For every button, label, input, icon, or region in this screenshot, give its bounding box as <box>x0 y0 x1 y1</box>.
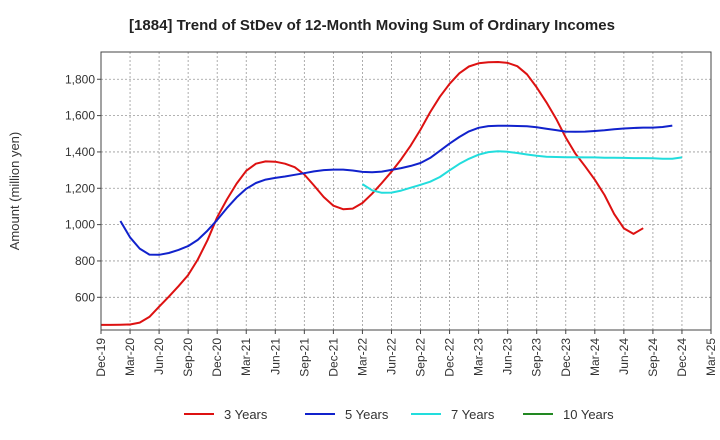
x-tick-label: Dec-20 <box>210 338 224 377</box>
x-tick-label: Dec-24 <box>675 338 689 377</box>
y-axis: 600 800 1,000 1,200 1,400 1,600 1,800 <box>65 72 101 304</box>
series-lines <box>101 61 683 326</box>
x-tick-label: Jun-21 <box>268 338 282 375</box>
y-tick-label: 600 <box>75 290 95 304</box>
x-tick-label: Jun-22 <box>384 338 398 375</box>
x-tick-label: Dec-22 <box>443 338 457 377</box>
x-tick-label: Dec-23 <box>559 338 573 377</box>
series-line-5-years <box>119 124 673 256</box>
legend: 3 Years 5 Years 7 Years 10 Years <box>184 407 614 422</box>
x-tick-label: Mar-21 <box>239 338 253 376</box>
x-tick-label: Mar-23 <box>472 338 486 376</box>
x-tick-label: Jun-23 <box>501 338 515 375</box>
x-tick-label: Dec-21 <box>326 338 340 377</box>
legend-label: 7 Years <box>451 407 495 422</box>
x-tick-label: Jun-20 <box>152 338 166 375</box>
x-tick-label: Mar-22 <box>355 338 369 376</box>
x-tick-label: Sep-24 <box>646 338 660 377</box>
legend-label: 10 Years <box>563 407 614 422</box>
x-axis: Dec-19 Mar-20 Jun-20 Sep-20 Dec-20 Mar-21 Jun-… <box>94 330 718 377</box>
legend-label: 5 Years <box>345 407 389 422</box>
series-line-7-years <box>361 150 683 194</box>
y-tick-label: 1,400 <box>65 145 95 159</box>
y-tick-label: 1,200 <box>65 181 95 195</box>
plot-area <box>101 52 711 330</box>
y-tick-label: 800 <box>75 254 95 268</box>
x-tick-label: Sep-22 <box>414 338 428 377</box>
y-tick-label: 1,000 <box>65 218 95 232</box>
x-tick-label: Sep-21 <box>297 338 311 377</box>
chart-title: [1884] Trend of StDev of 12-Month Moving… <box>129 17 615 34</box>
x-tick-label: Sep-23 <box>530 338 544 377</box>
legend-label: 3 Years <box>224 407 268 422</box>
series-line-3-years <box>101 61 644 326</box>
x-tick-label: Sep-20 <box>181 338 195 377</box>
x-tick-label: Mar-24 <box>588 338 602 376</box>
x-tick-label: Jun-24 <box>617 338 631 375</box>
plot-frame <box>100 51 712 331</box>
y-axis-label: Amount (million yen) <box>7 132 22 251</box>
x-tick-label: Mar-25 <box>704 338 718 376</box>
x-tick-label: Dec-19 <box>94 338 108 377</box>
y-tick-label: 1,600 <box>65 109 95 123</box>
x-tick-label: Mar-20 <box>123 338 137 376</box>
y-tick-label: 1,800 <box>65 72 95 86</box>
